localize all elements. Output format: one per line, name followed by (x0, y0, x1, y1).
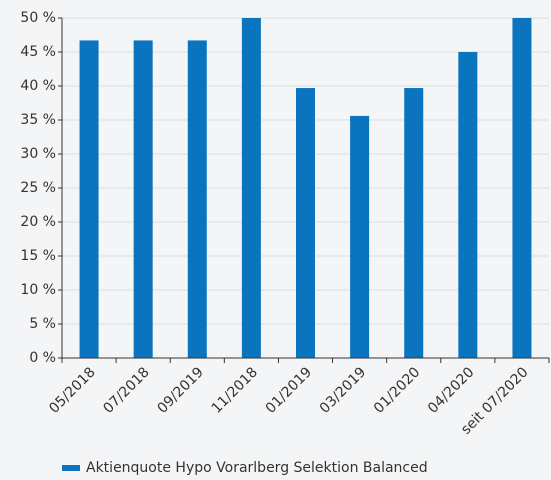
bar (458, 52, 478, 358)
y-tick-label: 50 % (20, 10, 56, 26)
legend-swatch (62, 465, 80, 471)
bar (241, 18, 261, 358)
x-tick-label: 09/2019 (154, 364, 206, 416)
y-tick-label: 30 % (20, 146, 56, 162)
bar (404, 88, 424, 358)
y-tick-label: 25 % (20, 180, 56, 196)
bar (187, 40, 207, 358)
y-tick-label: 35 % (20, 112, 56, 128)
x-tick-label: 01/2020 (371, 364, 423, 416)
x-tick-label: 07/2018 (100, 364, 152, 416)
y-tick-label: 40 % (20, 78, 56, 94)
bar (512, 18, 532, 358)
y-tick-label: 20 % (20, 214, 56, 230)
bar (133, 40, 153, 358)
legend-label: Aktienquote Hypo Vorarlberg Selektion Ba… (86, 460, 428, 476)
bar (79, 40, 99, 358)
y-tick-label: 10 % (20, 282, 56, 298)
y-tick-label: 5 % (29, 316, 56, 332)
x-tick-label: 04/2020 (425, 364, 477, 416)
bar (350, 115, 370, 358)
x-tick-label: 11/2018 (209, 364, 261, 416)
bar (296, 88, 315, 358)
x-tick-label: 03/2019 (317, 364, 369, 416)
x-tick-label: 05/2018 (46, 364, 98, 416)
y-tick-label: 0 % (29, 350, 56, 366)
y-tick-label: 45 % (20, 44, 56, 60)
y-tick-label: 15 % (20, 248, 56, 264)
x-tick-label: 01/2019 (263, 364, 315, 416)
